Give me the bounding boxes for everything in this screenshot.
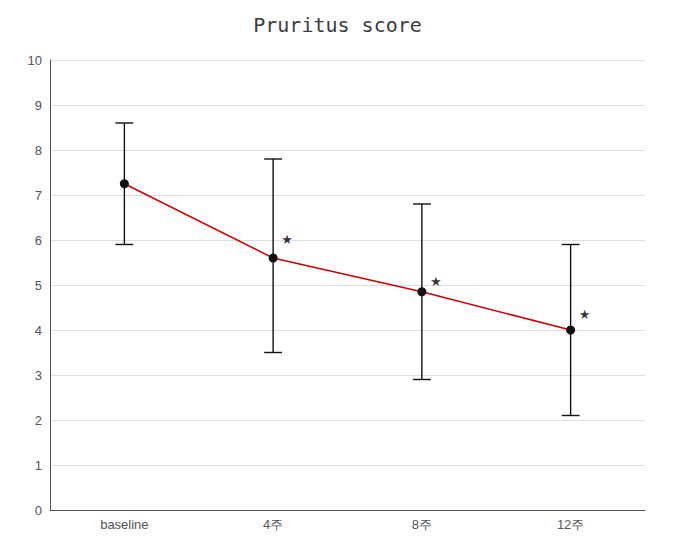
svg-text:8: 8 [35, 143, 42, 158]
svg-text:★: ★ [281, 232, 293, 247]
svg-text:8주: 8주 [412, 517, 432, 532]
svg-text:9: 9 [35, 98, 42, 113]
svg-text:2: 2 [35, 413, 42, 428]
svg-text:4: 4 [35, 323, 42, 338]
svg-text:★: ★ [579, 307, 591, 322]
svg-text:★: ★ [430, 274, 442, 289]
svg-text:12주: 12주 [557, 517, 584, 532]
svg-text:0: 0 [35, 503, 42, 518]
svg-text:4주: 4주 [263, 517, 283, 532]
svg-text:3: 3 [35, 368, 42, 383]
svg-text:baseline: baseline [100, 517, 148, 532]
svg-text:Pruritus score: Pruritus score [253, 13, 422, 37]
svg-text:6: 6 [35, 233, 42, 248]
svg-text:7: 7 [35, 188, 42, 203]
svg-text:1: 1 [35, 458, 42, 473]
svg-text:5: 5 [35, 278, 42, 293]
svg-text:10: 10 [28, 53, 42, 68]
